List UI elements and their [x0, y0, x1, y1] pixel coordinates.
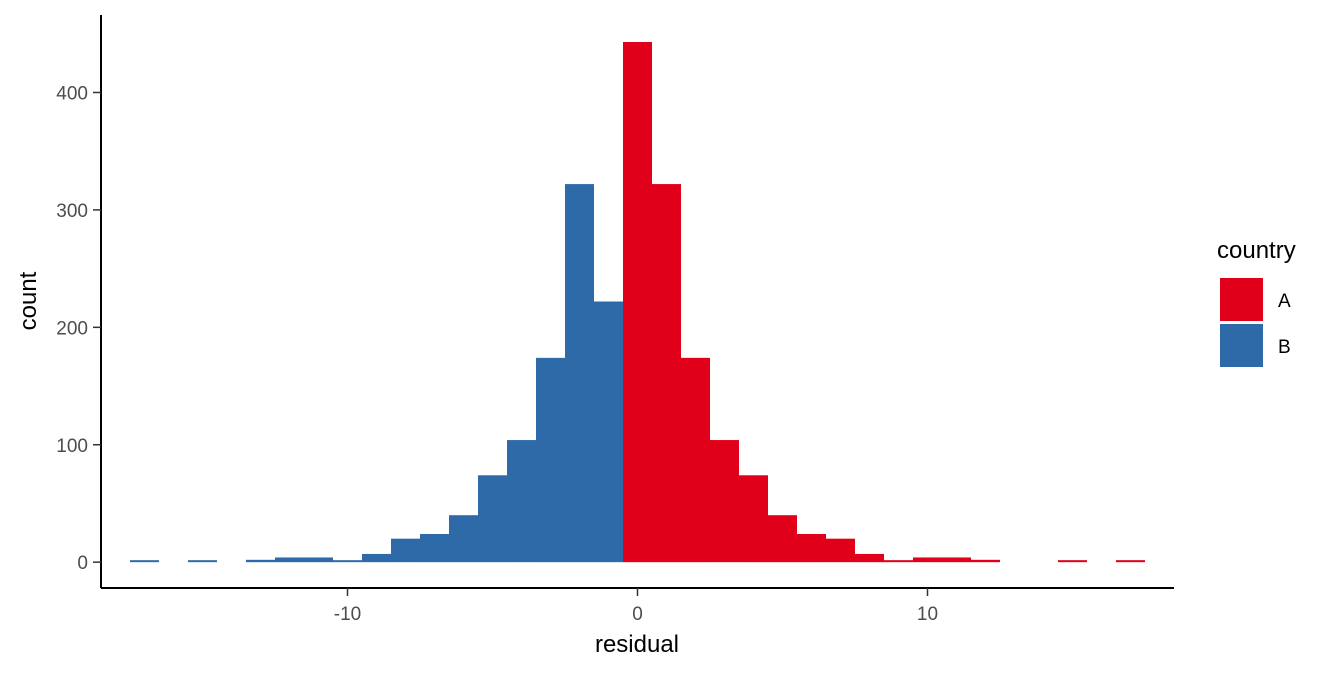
bar-a-bin-18	[652, 184, 681, 563]
bar-a-bin-29	[971, 559, 1000, 563]
bar-a-bin-22	[768, 515, 797, 563]
bar-b-bin-7	[333, 560, 362, 563]
bar-b-bin-13	[507, 440, 536, 563]
y-tick-label: 400	[56, 83, 88, 104]
bar-b-bin-2	[188, 560, 217, 563]
legend-label-b: B	[1278, 337, 1291, 358]
legend-key-b	[1220, 324, 1263, 367]
bar-a-bin-28	[942, 557, 971, 563]
x-tick-label: 0	[632, 604, 643, 625]
bar-b-bin-9	[391, 538, 420, 563]
y-tick-label: 100	[56, 436, 88, 457]
bar-b-bin-8	[362, 553, 391, 563]
x-tick-label: -10	[334, 604, 361, 625]
bar-b-bin-16	[594, 301, 623, 563]
bar-a-bin-20	[710, 440, 739, 563]
legend: country AB	[1217, 237, 1296, 367]
bar-a-bin-27	[913, 557, 942, 563]
bar-a-bin-34	[1116, 560, 1145, 563]
bar-a-bin-21	[739, 475, 768, 563]
x-axis-title: residual	[595, 631, 679, 658]
bar-a-bin-23	[797, 533, 826, 563]
bar-a-bin-19	[681, 357, 710, 563]
legend-title: country	[1217, 237, 1296, 264]
bar-a-bin-26	[884, 560, 913, 563]
bar-b-bin-11	[449, 515, 478, 563]
bar-b-bin-5	[275, 557, 304, 563]
legend-key-a	[1220, 278, 1263, 321]
x-tick-label: 10	[917, 604, 938, 625]
bar-b-bin-15	[565, 184, 594, 563]
bar-b-bin-6	[304, 557, 333, 563]
x-ticks-layer: -10 0 10	[334, 588, 938, 625]
y-tick-label: 200	[56, 318, 88, 339]
bar-a-bin-25	[855, 553, 884, 563]
bar-b-bin-10	[420, 533, 449, 563]
bar-b-bin-14	[536, 357, 565, 563]
bar-a-bin-17	[623, 42, 652, 563]
y-ticks-layer: 0 100 200 300 400	[56, 83, 101, 574]
y-tick-label: 300	[56, 201, 88, 222]
legend-items: AB	[1220, 278, 1291, 367]
bars-layer	[130, 42, 1145, 563]
legend-label-a: A	[1278, 291, 1291, 312]
y-axis-title: count	[15, 271, 42, 330]
bar-a-bin-32	[1058, 560, 1087, 563]
bar-b-bin-12	[478, 475, 507, 563]
bar-b-bin-0	[130, 560, 159, 563]
bar-b-bin-4	[246, 559, 275, 563]
bar-a-bin-24	[826, 538, 855, 563]
y-tick-label: 0	[77, 553, 88, 574]
